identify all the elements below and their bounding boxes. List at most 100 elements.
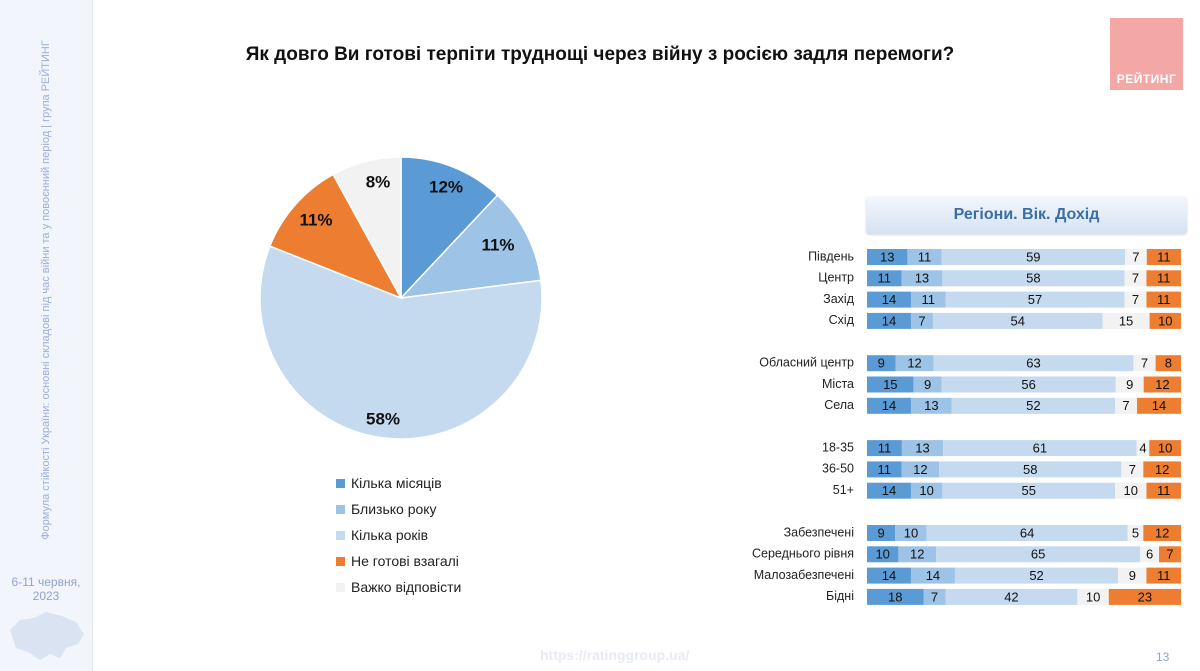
bar-value-label: 9	[1129, 568, 1136, 583]
bar-value-label: 11	[1157, 292, 1171, 307]
bar-value-label: 9	[878, 356, 885, 371]
bar-segment	[867, 249, 908, 265]
bar-segment	[1136, 440, 1150, 457]
bar-segment	[1146, 482, 1181, 499]
bar-segment	[867, 270, 902, 287]
pie-slice	[400, 156, 499, 300]
bar-segment	[939, 461, 1122, 478]
bar-segment	[1102, 312, 1150, 329]
bar-value-label: 61	[1033, 441, 1047, 456]
bar-segment	[907, 249, 942, 265]
bar-segment	[1108, 588, 1181, 605]
survey-date-line1: 6-11 червня,	[11, 575, 81, 589]
bar-value-label: 57	[1028, 292, 1042, 307]
bar-value-label: 52	[1026, 398, 1040, 413]
bar-category-label: 51+	[833, 483, 854, 497]
bar-value-label: 10	[904, 525, 918, 540]
footer-url: https://ratinggroup.ua/	[540, 647, 690, 663]
logo-text: РЕЙТИНГ	[1116, 72, 1177, 86]
bar-value-label: 11	[1157, 271, 1171, 286]
bar-category-label: 18-35	[822, 440, 854, 454]
bar-segment	[867, 397, 911, 414]
legend-label: Кілька місяців	[351, 475, 442, 491]
bar-segment	[1143, 461, 1181, 478]
bar-value-label: 56	[1021, 377, 1035, 392]
legend-swatch	[336, 556, 345, 566]
bar-segment	[932, 312, 1103, 329]
bar-value-label: 10	[1086, 589, 1100, 604]
pie-slice	[268, 173, 403, 300]
pie-value-label: 12%	[429, 177, 463, 196]
survey-date: 6-11 червня, 2023	[0, 575, 92, 603]
bar-value-label: 7	[1129, 462, 1136, 477]
bar-segment	[901, 461, 940, 478]
bar-chart-title: Регіони. Вік. Дохід	[866, 196, 1187, 234]
pie-slice	[399, 194, 542, 300]
bar-segment	[910, 397, 952, 414]
bar-segment	[1115, 376, 1144, 393]
bar-value-label: 13	[915, 271, 929, 286]
legend-label: Близько року	[351, 501, 437, 517]
bar-value-label: 15	[1119, 313, 1133, 328]
bar-segment	[867, 525, 896, 541]
bar-segment	[867, 291, 911, 308]
bar-value-label: 14	[926, 568, 940, 583]
bar-segment	[867, 312, 911, 329]
bar-value-label: 9	[1126, 377, 1133, 392]
bar-category-label: Села	[824, 398, 854, 412]
rating-logo: РЕЙТИНГ	[1110, 18, 1183, 90]
bar-segment	[1146, 249, 1181, 265]
bar-value-label: 12	[1155, 462, 1169, 477]
survey-date-line2: 2023	[32, 589, 60, 603]
bar-category-label: Забезпечені	[784, 525, 854, 539]
bar-segment	[954, 567, 1119, 584]
bar-value-label: 4	[1139, 441, 1146, 456]
bar-value-label: 14	[882, 313, 896, 328]
bar-value-label: 13	[915, 441, 929, 456]
bar-segment	[1133, 355, 1156, 372]
bar-segment	[867, 567, 911, 584]
bar-segment	[951, 397, 1116, 414]
legend-label: Кілька років	[351, 527, 429, 543]
bar-segment	[1143, 376, 1181, 393]
bar-value-label: 55	[1021, 483, 1035, 498]
bar-segment	[933, 355, 1134, 372]
bar-segment	[1137, 397, 1181, 414]
bar-segment	[943, 440, 1137, 457]
bar-segment	[923, 588, 946, 605]
bar-segment	[867, 440, 902, 457]
bar-segment	[1146, 270, 1181, 287]
bar-category-label: Схід	[829, 313, 855, 327]
bar-value-label: 7	[1132, 271, 1139, 286]
bar-segment	[1125, 249, 1147, 265]
bar-segment	[1149, 312, 1181, 329]
bar-value-label: 14	[882, 398, 896, 413]
bar-value-label: 8	[1165, 356, 1172, 371]
bar-category-label: Малозабезпечені	[754, 568, 854, 582]
bar-value-label: 42	[1004, 589, 1018, 604]
pie-value-label: 58%	[366, 409, 400, 428]
bar-value-label: 7	[1141, 356, 1148, 371]
bar-segment	[1121, 461, 1144, 478]
bar-category-label: Захід	[823, 292, 855, 306]
legend-item: Кілька місяців	[336, 470, 461, 496]
legend-swatch	[336, 504, 345, 514]
bar-segment	[1140, 546, 1160, 563]
legend-swatch	[336, 478, 345, 488]
page-number: 13	[1156, 650, 1170, 664]
bar-segment	[895, 355, 934, 372]
bar-segment	[901, 270, 943, 287]
bar-value-label: 7	[931, 589, 938, 604]
bar-segment	[898, 546, 937, 563]
sidebar: Формула стійкості України: основні склад…	[0, 0, 93, 671]
bar-segment	[926, 525, 1128, 541]
bar-value-label: 7	[1132, 292, 1139, 307]
bar-category-label: Обласний центр	[759, 355, 854, 369]
bar-value-label: 58	[1023, 462, 1037, 477]
bar-segment	[1124, 270, 1147, 287]
bar-value-label: 11	[878, 271, 892, 286]
bar-value-label: 58	[1026, 271, 1040, 286]
bar-value-label: 11	[1157, 568, 1171, 583]
sidebar-vertical-text: Формула стійкості України: основні склад…	[40, 40, 52, 540]
